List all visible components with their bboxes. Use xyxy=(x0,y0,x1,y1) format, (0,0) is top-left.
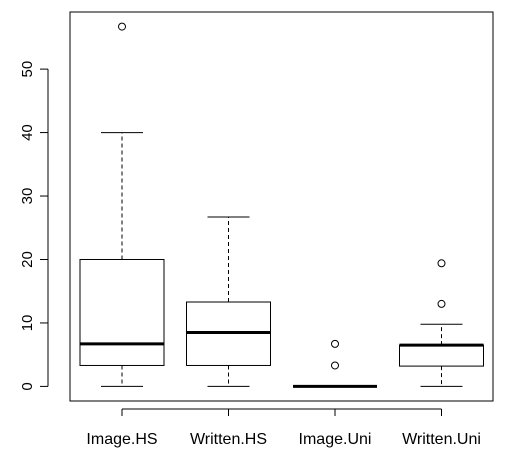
y-tick-label: 10 xyxy=(19,315,36,332)
y-tick-label: 40 xyxy=(19,124,36,141)
box xyxy=(399,344,484,367)
y-tick-label: 0 xyxy=(19,382,36,390)
x-tick-label: Written.HS xyxy=(190,431,267,448)
y-tick-label: 30 xyxy=(19,188,36,205)
y-tick-label: 50 xyxy=(19,61,36,78)
x-tick-label: Image.Uni xyxy=(299,431,372,448)
y-tick-label: 20 xyxy=(19,251,36,268)
x-tick-label: Written.Uni xyxy=(402,431,481,448)
outlier-point xyxy=(437,299,446,308)
outlier-point xyxy=(118,22,126,31)
plot-frame xyxy=(69,11,494,402)
outlier-point xyxy=(331,361,339,370)
outlier-point xyxy=(331,339,339,348)
box xyxy=(79,258,165,366)
outlier-point xyxy=(437,259,446,268)
x-tick-label: Image.HS xyxy=(86,431,157,448)
